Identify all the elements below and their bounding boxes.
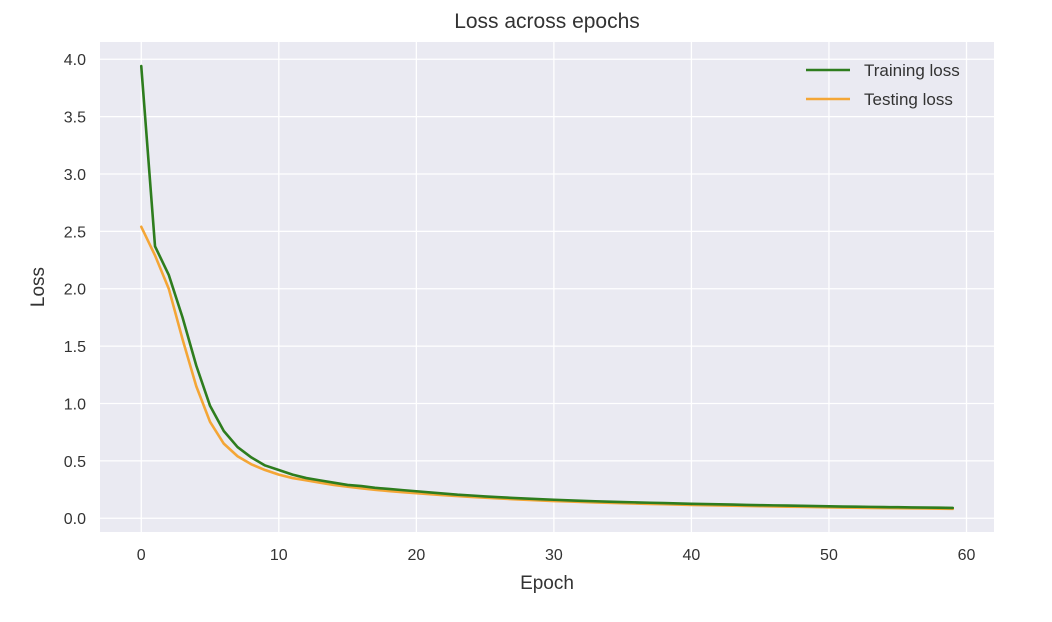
x-tick-label: 60 <box>958 547 976 564</box>
y-axis-label: Loss <box>28 267 49 307</box>
legend-label: Training loss <box>864 61 960 80</box>
x-tick-label: 50 <box>820 547 838 564</box>
y-tick-label: 2.0 <box>64 282 86 299</box>
legend: Training loss Testing loss <box>806 61 960 109</box>
grid <box>100 42 994 532</box>
y-tick-label: 1.0 <box>64 396 86 413</box>
x-axis-label: Epoch <box>520 573 574 594</box>
y-tick-label: 1.5 <box>64 339 86 356</box>
x-tick-label: 0 <box>137 547 146 564</box>
series-layer <box>139 64 955 511</box>
chart-title: Loss across epochs <box>454 10 640 33</box>
y-tick-labels: 0.0 0.5 1.0 1.5 2.0 2.5 3.0 3.5 4.0 <box>64 52 86 528</box>
y-tick-label: 0.0 <box>64 511 86 528</box>
x-tick-label: 10 <box>270 547 288 564</box>
y-tick-label: 3.5 <box>64 110 86 127</box>
y-tick-label: 0.5 <box>64 454 86 471</box>
series-line-training-loss <box>139 64 955 510</box>
x-tick-labels: 0 10 20 30 40 50 60 <box>137 547 976 564</box>
y-tick-label: 4.0 <box>64 52 86 69</box>
x-tick-label: 30 <box>545 547 563 564</box>
x-tick-label: 20 <box>407 547 425 564</box>
legend-label: Testing loss <box>864 90 953 109</box>
y-tick-label: 3.0 <box>64 167 86 184</box>
x-tick-label: 40 <box>683 547 701 564</box>
plot-area <box>100 42 994 532</box>
y-tick-label: 2.5 <box>64 224 86 241</box>
